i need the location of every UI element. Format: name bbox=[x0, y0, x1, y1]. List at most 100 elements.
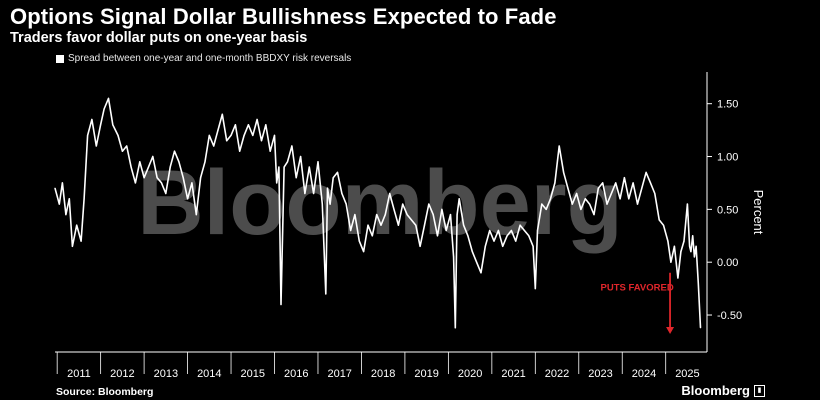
data-point bbox=[471, 251, 473, 253]
x-tick-label: 2024 bbox=[632, 368, 656, 380]
data-point bbox=[641, 187, 643, 189]
data-point bbox=[458, 198, 460, 200]
y-tick-label: -0.50 bbox=[717, 310, 742, 322]
data-point bbox=[221, 113, 223, 115]
data-point bbox=[397, 224, 399, 226]
data-point bbox=[269, 150, 271, 152]
annotation-label: PUTS FAVORED bbox=[601, 283, 674, 294]
source-note: Source: Bloomberg bbox=[56, 386, 154, 398]
data-point bbox=[532, 245, 534, 247]
data-point bbox=[673, 245, 676, 247]
data-point bbox=[576, 192, 578, 195]
data-point bbox=[65, 214, 67, 216]
legend-swatch bbox=[56, 54, 64, 63]
data-point bbox=[308, 166, 310, 168]
data-point bbox=[680, 251, 682, 253]
data-point bbox=[83, 198, 85, 200]
legend: Spread between one-year and one-month BB… bbox=[56, 53, 351, 64]
data-point bbox=[107, 97, 110, 99]
data-point bbox=[329, 203, 331, 205]
data-point bbox=[606, 203, 608, 205]
data-point bbox=[156, 177, 158, 179]
chart-icon: ▮ bbox=[754, 384, 765, 397]
data-point bbox=[541, 203, 543, 205]
data-point bbox=[213, 145, 215, 147]
data-point bbox=[278, 166, 280, 168]
data-point bbox=[273, 134, 276, 136]
y-tick-label: 1.00 bbox=[717, 152, 738, 164]
data-point bbox=[169, 166, 171, 168]
data-point bbox=[187, 198, 189, 200]
y-tick-label: 0.50 bbox=[717, 204, 738, 216]
data-point bbox=[528, 235, 530, 237]
data-point bbox=[358, 240, 360, 242]
data-point bbox=[453, 256, 455, 258]
data-point bbox=[428, 203, 430, 205]
data-point bbox=[502, 245, 504, 247]
x-tick-label: 2022 bbox=[545, 368, 569, 380]
data-point bbox=[350, 229, 352, 232]
data-point bbox=[534, 288, 536, 290]
data-point bbox=[619, 198, 621, 200]
x-tick-label: 2014 bbox=[197, 368, 221, 380]
data-point bbox=[354, 214, 356, 216]
data-point bbox=[160, 182, 163, 184]
data-point bbox=[200, 177, 202, 179]
data-point bbox=[567, 187, 569, 189]
data-point bbox=[325, 293, 327, 295]
data-point bbox=[695, 245, 697, 247]
data-point bbox=[584, 198, 586, 200]
x-tick-label: 2015 bbox=[241, 368, 265, 380]
data-point bbox=[336, 171, 339, 173]
data-point bbox=[677, 277, 679, 279]
data-point bbox=[389, 192, 391, 195]
data-point bbox=[628, 198, 630, 200]
data-point bbox=[252, 134, 254, 136]
data-point bbox=[623, 177, 626, 179]
data-point bbox=[363, 251, 365, 253]
data-point bbox=[173, 150, 176, 152]
data-point bbox=[432, 214, 434, 216]
data-point bbox=[545, 208, 547, 210]
data-point bbox=[204, 161, 206, 163]
data-point bbox=[367, 224, 369, 226]
data-point bbox=[699, 327, 702, 329]
data-point bbox=[143, 177, 145, 179]
data-point bbox=[332, 177, 334, 179]
data-point bbox=[100, 124, 102, 126]
data-point bbox=[467, 235, 469, 237]
data-point bbox=[130, 166, 132, 168]
data-point bbox=[686, 203, 689, 205]
data-point bbox=[506, 235, 508, 237]
data-point bbox=[476, 261, 478, 263]
x-tick-label: 2012 bbox=[110, 368, 134, 380]
y-axis-title: Percent bbox=[751, 190, 766, 235]
data-point bbox=[371, 235, 373, 237]
data-point bbox=[76, 224, 78, 226]
data-point bbox=[632, 182, 634, 184]
data-point bbox=[239, 150, 241, 152]
x-tick-label: 2023 bbox=[588, 368, 612, 380]
data-point bbox=[519, 224, 521, 226]
data-point bbox=[667, 240, 669, 242]
data-point bbox=[554, 182, 556, 184]
y-tick-label: 0.00 bbox=[717, 257, 738, 269]
data-point bbox=[602, 182, 604, 184]
data-point bbox=[313, 192, 315, 195]
data-point bbox=[80, 240, 82, 242]
data-point bbox=[654, 192, 656, 195]
data-point bbox=[683, 240, 685, 242]
x-tick-label: 2016 bbox=[284, 368, 308, 380]
data-point bbox=[456, 214, 458, 216]
data-point bbox=[649, 182, 652, 184]
data-point bbox=[243, 134, 245, 136]
data-point bbox=[589, 203, 591, 205]
data-point bbox=[321, 203, 323, 205]
data-point bbox=[68, 198, 70, 200]
data-point bbox=[697, 282, 699, 284]
data-point bbox=[230, 134, 232, 136]
data-point bbox=[191, 182, 193, 184]
data-point bbox=[515, 240, 517, 242]
data-point bbox=[103, 108, 105, 110]
